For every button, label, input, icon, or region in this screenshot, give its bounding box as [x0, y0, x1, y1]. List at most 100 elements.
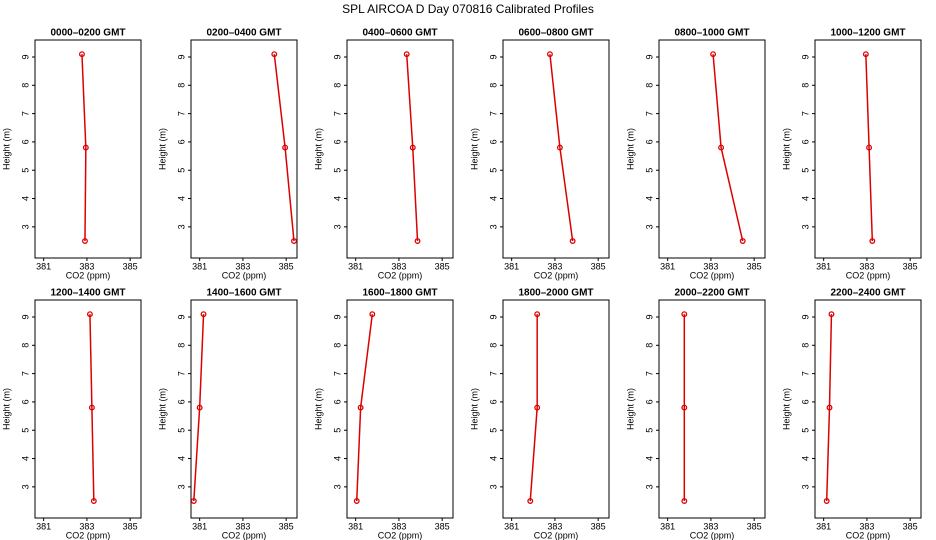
plot-frame	[346, 299, 454, 519]
y-tick-label: 9	[644, 314, 654, 319]
y-tick-label: 7	[176, 371, 186, 376]
x-tick-label: 381	[36, 261, 51, 271]
data-point	[86, 311, 93, 318]
x-axis-label: CO2 (ppm)	[534, 530, 579, 540]
x-tick-label: 383	[703, 521, 718, 531]
profile-line	[825, 314, 833, 502]
panel-title: 1400–1600 GMT	[206, 288, 281, 299]
y-tick-label: 7	[644, 371, 654, 376]
data-point	[718, 144, 725, 151]
y-tick-label: 3	[800, 224, 810, 229]
x-tick-label: 383	[703, 261, 718, 271]
y-tick-label: 5	[800, 428, 810, 433]
data-point	[78, 51, 85, 58]
x-tick-label: 381	[36, 521, 51, 531]
x-axis-label: CO2 (ppm)	[534, 270, 579, 280]
y-tick-label: 5	[488, 168, 498, 173]
y-tick-label: 8	[488, 83, 498, 88]
y-tick-label: 9	[800, 54, 810, 59]
y-tick-label: 8	[800, 343, 810, 348]
x-axis-label: CO2 (ppm)	[222, 270, 267, 280]
x-tick-label: 383	[859, 261, 874, 271]
y-tick-label: 6	[800, 139, 810, 144]
profile-line	[529, 314, 538, 502]
y-tick-label: 6	[488, 399, 498, 404]
x-tick-label: 381	[816, 261, 831, 271]
y-tick-label: 3	[644, 484, 654, 489]
data-point	[534, 311, 541, 318]
y-axis-label: Height (m)	[625, 388, 635, 430]
data-point	[556, 144, 563, 151]
profile-line	[81, 54, 87, 242]
y-axis-label: Height (m)	[1, 128, 11, 170]
y-tick-label: 9	[20, 314, 30, 319]
x-tick-label: 385	[435, 521, 450, 531]
y-axis-label: Height (m)	[781, 128, 791, 170]
x-tick-label: 381	[348, 261, 363, 271]
y-tick-label: 8	[332, 343, 342, 348]
x-tick-label: 381	[192, 261, 207, 271]
y-tick-label: 8	[176, 343, 186, 348]
x-tick-label: 385	[591, 521, 606, 531]
data-point	[739, 238, 746, 244]
x-tick-label: 381	[504, 521, 519, 531]
y-tick-label: 4	[332, 456, 342, 461]
y-tick-label: 3	[332, 484, 342, 489]
y-tick-label: 9	[332, 54, 342, 59]
data-point	[357, 404, 364, 411]
y-tick-label: 4	[488, 456, 498, 461]
y-tick-label: 5	[176, 168, 186, 173]
panel-title: 0000–0200 GMT	[50, 28, 125, 39]
y-tick-label: 8	[800, 83, 810, 88]
panel-title: 1000–1200 GMT	[830, 28, 905, 39]
profile-line	[405, 54, 419, 242]
data-point	[291, 238, 297, 244]
y-tick-label: 4	[644, 196, 654, 201]
y-axis-label: Height (m)	[469, 128, 479, 170]
y-tick-label: 5	[800, 168, 810, 173]
x-tick-label: 385	[903, 261, 918, 271]
panel-title: 0200–0400 GMT	[206, 28, 281, 39]
data-point	[90, 498, 97, 504]
y-tick-label: 4	[332, 196, 342, 201]
y-tick-label: 8	[176, 83, 186, 88]
y-tick-label: 6	[644, 139, 654, 144]
panel-title: 0400–0600 GMT	[362, 28, 437, 39]
x-tick-label: 383	[547, 521, 562, 531]
x-tick-label: 383	[79, 261, 94, 271]
x-tick-label: 383	[391, 261, 406, 271]
y-tick-label: 4	[488, 196, 498, 201]
y-tick-label: 9	[20, 54, 30, 59]
x-tick-label: 383	[235, 261, 250, 271]
data-point	[681, 311, 688, 318]
x-axis-label: CO2 (ppm)	[66, 270, 111, 280]
panel-title: 2200–2400 GMT	[830, 288, 905, 299]
y-tick-label: 6	[176, 139, 186, 144]
data-point	[546, 51, 553, 58]
data-point	[681, 404, 688, 411]
y-tick-label: 7	[20, 111, 30, 116]
y-tick-label: 4	[800, 196, 810, 201]
data-point	[369, 311, 376, 318]
x-tick-label: 381	[816, 521, 831, 531]
profile-line	[712, 54, 744, 242]
x-axis-label: CO2 (ppm)	[690, 530, 735, 540]
y-axis-label: Height (m)	[781, 388, 791, 430]
plot-frame	[658, 299, 766, 519]
x-tick-label: 381	[660, 521, 675, 531]
x-tick-label: 381	[348, 521, 363, 531]
y-tick-label: 5	[332, 168, 342, 173]
y-tick-label: 5	[20, 168, 30, 173]
y-tick-label: 5	[20, 428, 30, 433]
data-point	[409, 144, 416, 151]
profile-line	[355, 314, 374, 502]
x-axis-label: CO2 (ppm)	[378, 530, 423, 540]
data-point	[862, 51, 869, 58]
plot-frame	[814, 299, 922, 519]
panel-title: 0800–1000 GMT	[674, 28, 749, 39]
data-point	[200, 311, 207, 318]
y-tick-label: 8	[644, 83, 654, 88]
y-tick-label: 8	[332, 83, 342, 88]
x-tick-label: 385	[279, 261, 294, 271]
panel-title: 1800–2000 GMT	[518, 288, 593, 299]
